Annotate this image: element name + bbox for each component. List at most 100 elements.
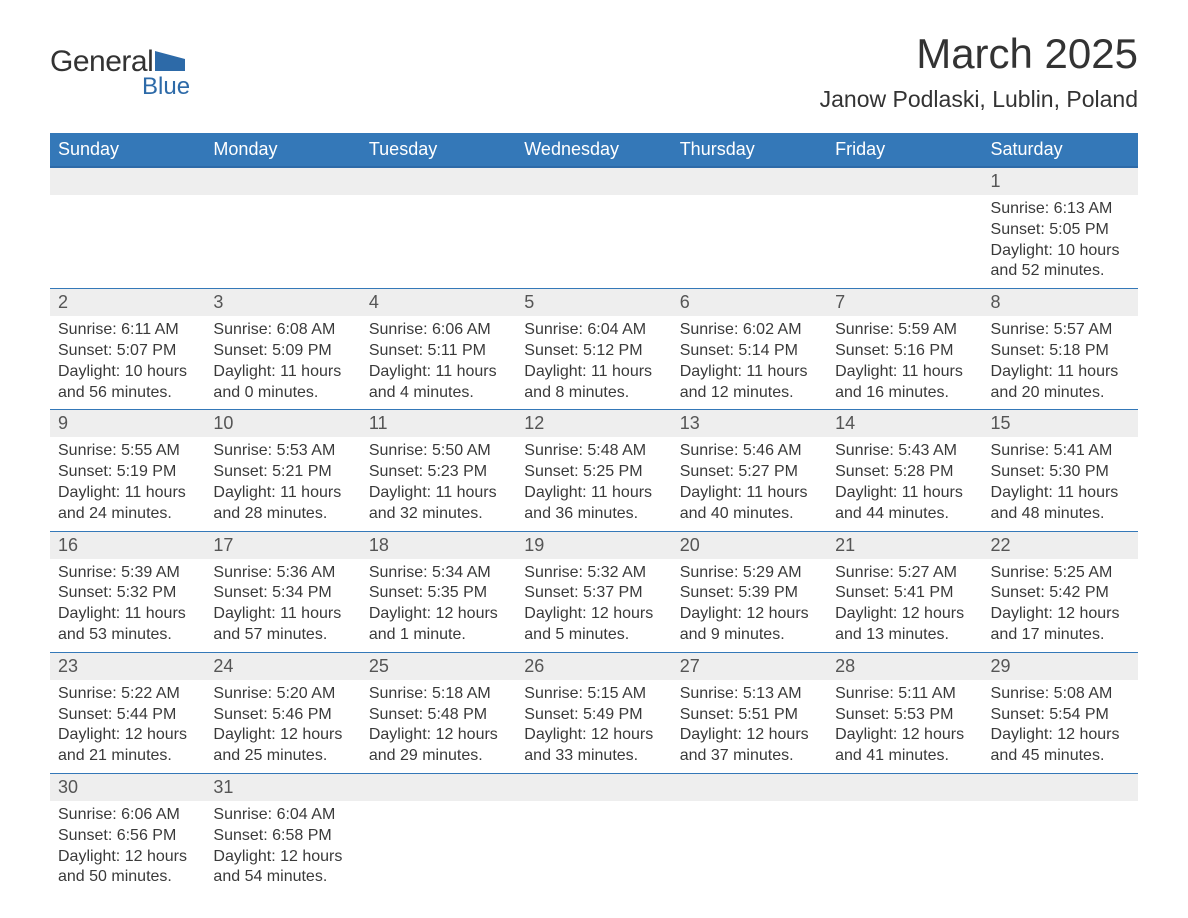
sunrise-text: Sunrise: 6:06 AM <box>369 320 508 341</box>
sunrise-text: Sunrise: 5:53 AM <box>213 441 352 462</box>
daylight-line2: and 12 minutes. <box>680 383 819 404</box>
calendar-week-datarow: Sunrise: 5:55 AMSunset: 5:19 PM Daylight:… <box>50 437 1138 531</box>
daylight-line2: and 36 minutes. <box>524 504 663 525</box>
daylight-line1: Daylight: 11 hours <box>58 604 197 625</box>
calendar-table: Sunday Monday Tuesday Wednesday Thursday… <box>50 133 1138 894</box>
day-data-cell: Sunrise: 6:04 AMSunset: 6:58 PMDaylight:… <box>205 801 360 894</box>
sunrise-text: Sunrise: 5:36 AM <box>213 563 352 584</box>
day-number-cell: 17 <box>205 531 360 559</box>
daylight-line1: Daylight: 11 hours <box>213 483 352 504</box>
sunrise-text: Sunrise: 5:32 AM <box>524 563 663 584</box>
daylight-line1: Daylight: 12 hours <box>58 847 197 868</box>
daylight-line1: Daylight: 11 hours <box>524 483 663 504</box>
daylight-line1: Daylight: 11 hours <box>369 362 508 383</box>
day-number-cell: 2 <box>50 289 205 317</box>
daylight-line1: Daylight: 12 hours <box>835 725 974 746</box>
sunset-text: Sunset: 5:19 PM <box>58 462 197 483</box>
logo: General Blue <box>50 45 190 101</box>
sunrise-text: Sunrise: 5:22 AM <box>58 684 197 705</box>
calendar-week-numrow: 3031 <box>50 773 1138 801</box>
day-data-cell <box>361 195 516 289</box>
day-number-cell <box>827 773 982 801</box>
calendar-week-numrow: 9101112131415 <box>50 410 1138 438</box>
day-of-week-header-row: Sunday Monday Tuesday Wednesday Thursday… <box>50 133 1138 167</box>
day-data-cell: Sunrise: 5:39 AMSunset: 5:32 PMDaylight:… <box>50 559 205 653</box>
daylight-line1: Daylight: 12 hours <box>991 725 1130 746</box>
dow-tuesday: Tuesday <box>361 133 516 167</box>
sunset-text: Sunset: 5:37 PM <box>524 583 663 604</box>
daylight-line2: and 28 minutes. <box>213 504 352 525</box>
header: General Blue March 2025 Janow Podlaski, … <box>50 30 1138 113</box>
calendar-week-numrow: 1 <box>50 167 1138 195</box>
daylight-line2: and 24 minutes. <box>58 504 197 525</box>
sunset-text: Sunset: 5:34 PM <box>213 583 352 604</box>
day-data-cell <box>827 801 982 894</box>
day-number-cell: 21 <box>827 531 982 559</box>
day-data-cell: Sunrise: 5:46 AMSunset: 5:27 PMDaylight:… <box>672 437 827 531</box>
day-number-cell <box>516 773 671 801</box>
daylight-line2: and 50 minutes. <box>58 867 197 888</box>
day-data-cell: Sunrise: 6:04 AMSunset: 5:12 PMDaylight:… <box>516 316 671 410</box>
sunset-text: Sunset: 5:27 PM <box>680 462 819 483</box>
daylight-line1: Daylight: 11 hours <box>835 362 974 383</box>
sunrise-text: Sunrise: 5:27 AM <box>835 563 974 584</box>
daylight-line1: Daylight: 11 hours <box>680 483 819 504</box>
daylight-line2: and 37 minutes. <box>680 746 819 767</box>
sunrise-text: Sunrise: 5:18 AM <box>369 684 508 705</box>
day-number-cell: 31 <box>205 773 360 801</box>
day-data-cell: Sunrise: 5:20 AMSunset: 5:46 PMDaylight:… <box>205 680 360 774</box>
day-number-cell: 6 <box>672 289 827 317</box>
day-data-cell: Sunrise: 5:25 AMSunset: 5:42 PMDaylight:… <box>983 559 1138 653</box>
sunrise-text: Sunrise: 6:04 AM <box>213 805 352 826</box>
sunrise-text: Sunrise: 6:13 AM <box>991 199 1130 220</box>
day-data-cell <box>983 801 1138 894</box>
sunset-text: Sunset: 5:53 PM <box>835 705 974 726</box>
day-number-cell: 7 <box>827 289 982 317</box>
daylight-line2: and 54 minutes. <box>213 867 352 888</box>
day-data-cell: Sunrise: 5:29 AMSunset: 5:39 PMDaylight:… <box>672 559 827 653</box>
day-number-cell <box>516 167 671 195</box>
daylight-line1: Daylight: 11 hours <box>213 604 352 625</box>
calendar-week-datarow: Sunrise: 6:13 AMSunset: 5:05 PMDaylight:… <box>50 195 1138 289</box>
sunset-text: Sunset: 5:49 PM <box>524 705 663 726</box>
calendar-week-numrow: 16171819202122 <box>50 531 1138 559</box>
day-number-cell: 15 <box>983 410 1138 438</box>
day-number-cell: 18 <box>361 531 516 559</box>
daylight-line1: Daylight: 10 hours <box>991 241 1130 262</box>
day-number-cell <box>361 167 516 195</box>
day-data-cell <box>827 195 982 289</box>
day-data-cell: Sunrise: 5:22 AMSunset: 5:44 PMDaylight:… <box>50 680 205 774</box>
day-data-cell <box>516 801 671 894</box>
day-data-cell <box>361 801 516 894</box>
sunrise-text: Sunrise: 5:15 AM <box>524 684 663 705</box>
calendar-week-datarow: Sunrise: 5:22 AMSunset: 5:44 PMDaylight:… <box>50 680 1138 774</box>
day-data-cell: Sunrise: 5:57 AMSunset: 5:18 PMDaylight:… <box>983 316 1138 410</box>
daylight-line2: and 16 minutes. <box>835 383 974 404</box>
day-number-cell: 24 <box>205 652 360 680</box>
daylight-line1: Daylight: 12 hours <box>58 725 197 746</box>
day-data-cell <box>516 195 671 289</box>
sunset-text: Sunset: 5:46 PM <box>213 705 352 726</box>
daylight-line2: and 40 minutes. <box>680 504 819 525</box>
daylight-line2: and 32 minutes. <box>369 504 508 525</box>
day-data-cell: Sunrise: 5:41 AMSunset: 5:30 PMDaylight:… <box>983 437 1138 531</box>
daylight-line1: Daylight: 11 hours <box>991 483 1130 504</box>
daylight-line2: and 21 minutes. <box>58 746 197 767</box>
dow-friday: Friday <box>827 133 982 167</box>
daylight-line1: Daylight: 11 hours <box>369 483 508 504</box>
day-number-cell: 10 <box>205 410 360 438</box>
sunrise-text: Sunrise: 5:55 AM <box>58 441 197 462</box>
daylight-line1: Daylight: 12 hours <box>213 725 352 746</box>
sunrise-text: Sunrise: 5:34 AM <box>369 563 508 584</box>
sunset-text: Sunset: 5:07 PM <box>58 341 197 362</box>
sunset-text: Sunset: 5:11 PM <box>369 341 508 362</box>
dow-saturday: Saturday <box>983 133 1138 167</box>
daylight-line2: and 25 minutes. <box>213 746 352 767</box>
day-data-cell: Sunrise: 6:06 AMSunset: 6:56 PMDaylight:… <box>50 801 205 894</box>
calendar-body: 1Sunrise: 6:13 AMSunset: 5:05 PMDaylight… <box>50 167 1138 894</box>
daylight-line2: and 52 minutes. <box>991 261 1130 282</box>
day-data-cell: Sunrise: 5:36 AMSunset: 5:34 PMDaylight:… <box>205 559 360 653</box>
sunset-text: Sunset: 6:56 PM <box>58 826 197 847</box>
day-number-cell <box>50 167 205 195</box>
day-data-cell: Sunrise: 6:08 AMSunset: 5:09 PMDaylight:… <box>205 316 360 410</box>
